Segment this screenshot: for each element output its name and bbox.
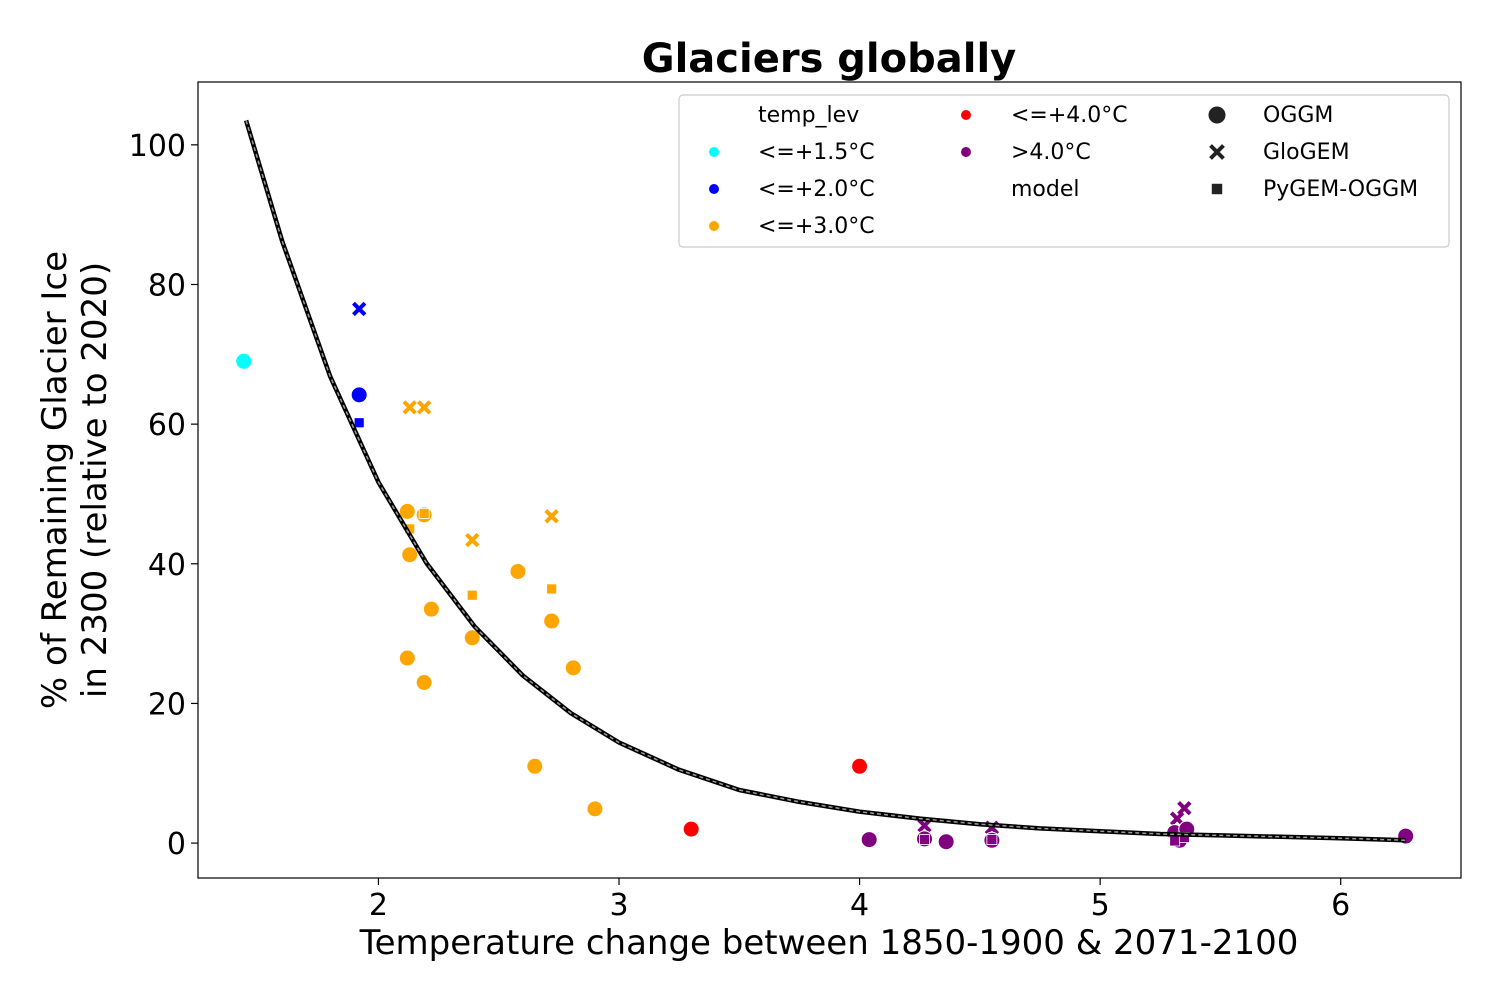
- legend: temp_lev <=+1.5°C <=+2.0°C <=+3.0°C <=+4.0°C…: [678, 94, 1450, 248]
- y-tick-label-3: 60: [148, 408, 186, 443]
- data-point-35: [1177, 801, 1192, 816]
- data-point-25: [851, 757, 869, 775]
- legend-hue-0-marker: [709, 147, 719, 157]
- data-point-20: [543, 612, 561, 630]
- y-tick-label-2: 40: [148, 548, 186, 583]
- data-point-39: [1169, 835, 1181, 847]
- data-point-18: [544, 509, 559, 524]
- legend-hue-title-label: temp_lev: [758, 103, 859, 128]
- data-point-19: [546, 583, 558, 595]
- legend-hue-4-label: >4.0°C: [1011, 140, 1091, 165]
- data-point-30: [937, 833, 955, 851]
- data-point-16: [463, 629, 481, 647]
- x-axis-label: Temperature change between 1850-1900 & 2…: [359, 923, 1299, 963]
- data-point-5: [416, 400, 432, 415]
- data-point-3: [353, 417, 365, 429]
- x-tick-label-1: 3: [609, 888, 628, 923]
- data-point-8: [418, 508, 430, 519]
- data-point-34: [1169, 811, 1185, 826]
- data-point-0: [235, 352, 253, 370]
- data-point-27: [917, 818, 932, 833]
- chart-title: Glaciers globally: [642, 36, 1017, 82]
- legend-hue-2-label: <=+3.0°C: [758, 214, 875, 239]
- legend-hue-1-label: <=+2.0°C: [758, 177, 875, 202]
- legend-hue-3-marker: [961, 110, 971, 120]
- legend-style-title-label: model: [1011, 177, 1080, 202]
- data-point-21: [564, 659, 582, 677]
- data-point-33: [986, 834, 998, 845]
- data-point-24: [682, 820, 700, 838]
- legend-hue-4-marker: [961, 147, 971, 157]
- y-tick-label-4: 80: [148, 268, 186, 303]
- y-axis-label-line1: % of Remaining Glacier Ice: [35, 251, 75, 709]
- y-tick-label-1: 20: [148, 687, 186, 722]
- legend-style-0-label: OGGM: [1263, 103, 1333, 128]
- data-point-15: [466, 589, 478, 601]
- legend-style-0-marker: [1207, 105, 1227, 125]
- plot-area: [235, 119, 1415, 851]
- data-point-26: [860, 831, 878, 849]
- data-point-1: [350, 386, 368, 404]
- legend-hue-3-label: <=+4.0°C: [1011, 103, 1128, 128]
- fit-curve-overlay: [245, 120, 1406, 842]
- data-point-2: [352, 301, 367, 317]
- legend-hue-1-marker: [709, 184, 719, 194]
- legend-style-1-marker: [1209, 144, 1225, 160]
- y-tick-label-5: 100: [129, 129, 186, 164]
- legend-style-2-marker: [1210, 182, 1224, 196]
- legend-hue-2-marker: [709, 221, 719, 231]
- legend-style-2-label: PyGEM-OGGM: [1263, 177, 1418, 202]
- data-point-13: [415, 673, 433, 691]
- y-axis-label: % of Remaining Glacier Ice in 2300 (rela…: [35, 251, 115, 709]
- legend-box: [678, 94, 1450, 248]
- data-point-10: [401, 546, 419, 564]
- data-point-23: [586, 800, 604, 818]
- x-tick-label-2: 4: [850, 888, 869, 923]
- data-point-12: [398, 649, 416, 667]
- data-point-6: [398, 502, 416, 520]
- data-point-29: [919, 834, 930, 845]
- x-tick-label-0: 2: [369, 888, 388, 923]
- data-point-4: [402, 400, 417, 415]
- data-point-22: [526, 757, 544, 775]
- x-tick-label-4: 6: [1331, 888, 1350, 923]
- y-tick-label-0: 0: [167, 827, 186, 862]
- data-point-11: [422, 600, 440, 618]
- data-point-14: [465, 532, 480, 548]
- legend-hue-0-label: <=+1.5°C: [758, 140, 875, 165]
- plot-frame: [197, 81, 1462, 879]
- y-axis-label-line2: in 2300 (relative to 2020): [75, 262, 115, 698]
- legend-style-1-label: GloGEM: [1263, 140, 1350, 165]
- x-tick-label-3: 5: [1091, 888, 1110, 923]
- data-point-17: [509, 562, 527, 580]
